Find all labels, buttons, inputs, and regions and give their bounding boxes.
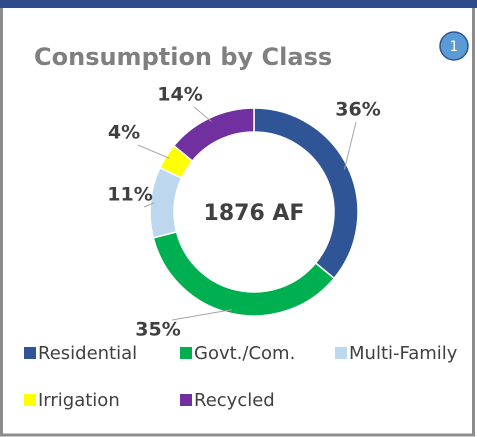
legend-swatch — [24, 347, 36, 359]
legend-label: Irrigation — [38, 390, 120, 411]
leader-line — [343, 121, 357, 170]
legend-label: Multi-Family — [349, 343, 458, 364]
donut-slice — [172, 107, 255, 163]
chart-title: Consumption by Class — [34, 43, 332, 71]
legend-label: Govt./Com. — [194, 343, 295, 364]
data-label: 4% — [108, 122, 140, 144]
badge-label: 1 — [450, 39, 459, 55]
leader-line — [171, 309, 233, 321]
legend-swatch — [24, 394, 36, 406]
leader-line — [137, 144, 170, 159]
legend-swatch — [180, 347, 192, 359]
legend-swatch — [180, 394, 192, 406]
legend-label: Recycled — [194, 390, 275, 411]
data-label: 35% — [135, 319, 180, 341]
leader-line — [193, 106, 212, 122]
top-bar — [0, 0, 477, 8]
leader-line — [143, 202, 155, 208]
legend-swatch — [335, 347, 347, 359]
data-label: 14% — [157, 84, 202, 106]
center-label: 1876 AF — [204, 201, 305, 226]
data-label: 36% — [335, 99, 380, 121]
badge — [439, 31, 469, 61]
data-label: 11% — [107, 184, 152, 206]
legend-label: Residential — [38, 343, 137, 364]
